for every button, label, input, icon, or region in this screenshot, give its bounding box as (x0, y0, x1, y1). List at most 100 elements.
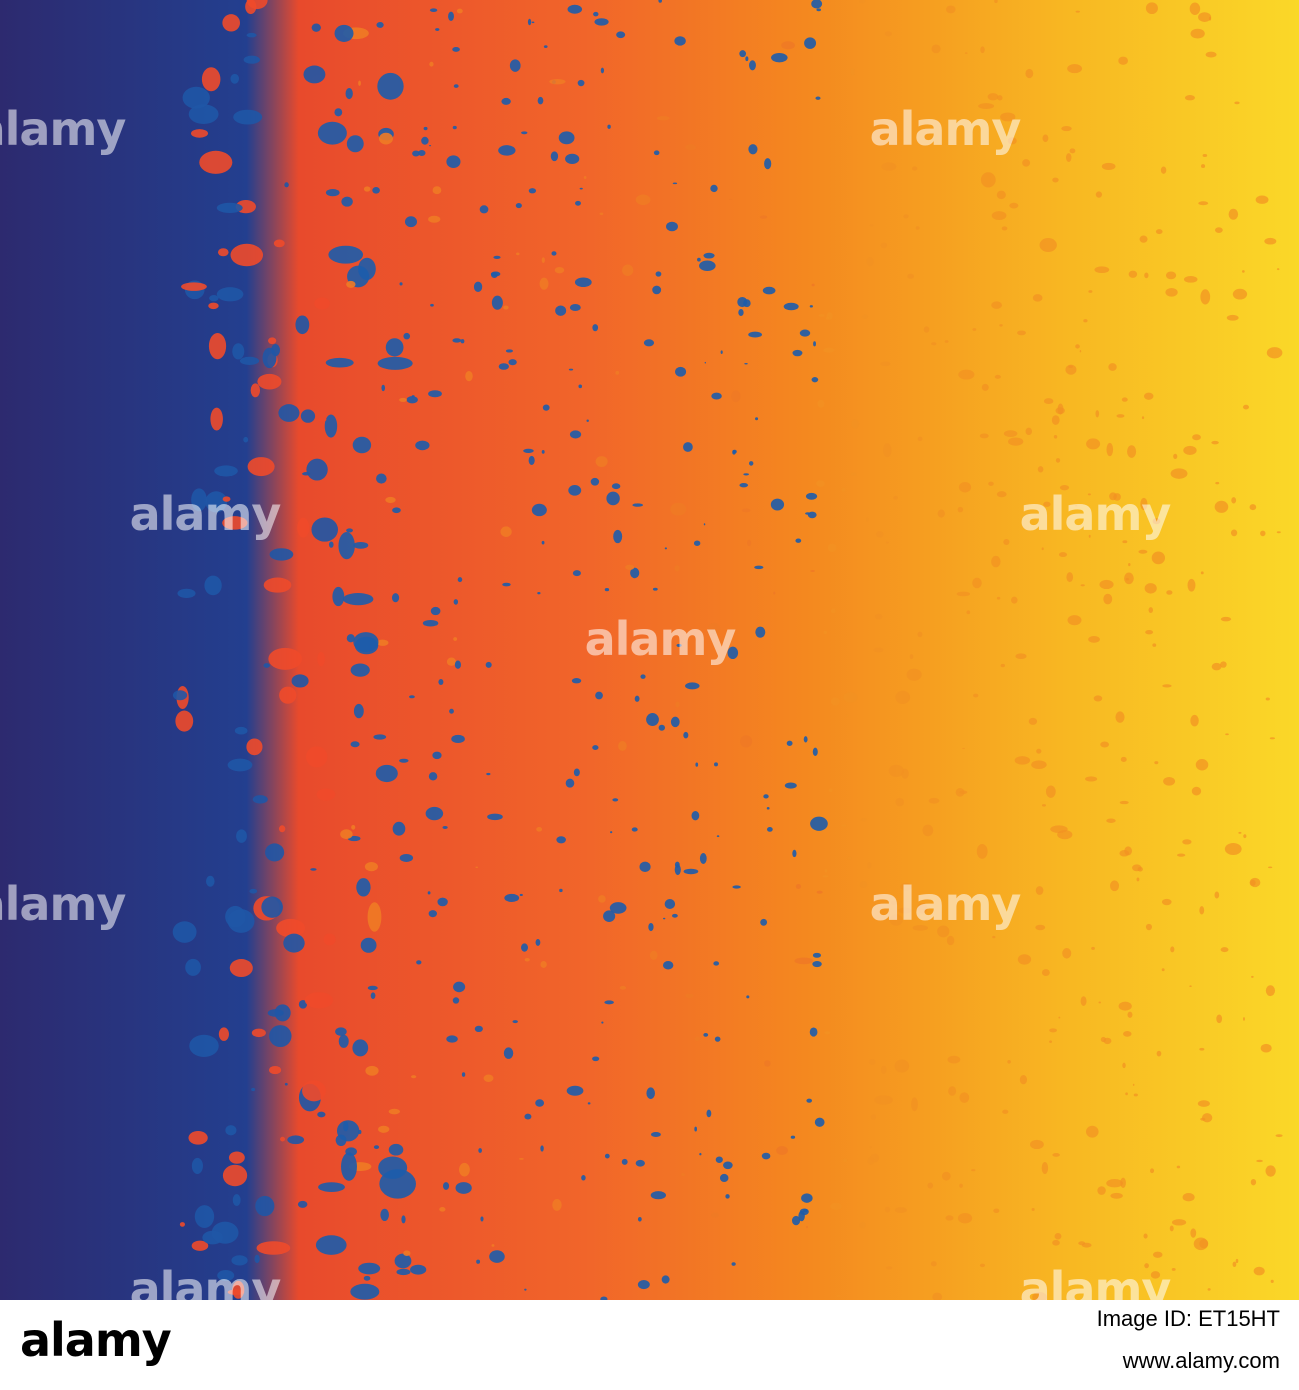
splatter-dot (744, 363, 748, 365)
splatter-dot (338, 532, 355, 560)
splatter-dot (1166, 590, 1173, 595)
splatter-dot (345, 88, 353, 100)
splatter-dot (1139, 235, 1148, 243)
splatter-dot (946, 935, 955, 946)
splatter-dot (452, 997, 460, 1004)
splatter-dot (519, 1157, 524, 1160)
splatter-dot (265, 843, 285, 862)
splatter-dot (273, 239, 285, 248)
splatter-dot (234, 726, 248, 735)
splatter-dot (1243, 834, 1247, 839)
splatter-dot (274, 1004, 291, 1022)
splatter-dot (966, 610, 971, 615)
splatter-dot (1195, 759, 1209, 771)
splatter-dot (377, 72, 404, 100)
splatter-dot (1115, 711, 1125, 723)
splatter-dot (528, 455, 535, 466)
splatter-dot (1189, 985, 1192, 988)
splatter-dot (1049, 1040, 1053, 1044)
splatter-dot (552, 1199, 562, 1211)
splatter-dot (343, 1121, 349, 1132)
splatter-dot (716, 835, 720, 838)
splatter-dot (694, 1036, 700, 1042)
splatter-dot (764, 158, 772, 170)
splatter-dot (1058, 552, 1068, 558)
splatter-dot (201, 67, 221, 92)
splatter-dot (1255, 195, 1269, 204)
splatter-dot (978, 103, 995, 110)
splatter-dot (428, 215, 441, 223)
splatter-dot (685, 682, 700, 690)
splatter-dot (650, 1191, 667, 1200)
splatter-dot (429, 8, 438, 13)
splatter-dot (843, 692, 858, 703)
splatter-dot (587, 1102, 591, 1105)
splatter-dot (279, 686, 297, 704)
splatter-dot (1163, 776, 1176, 786)
splatter-dot (1030, 1139, 1044, 1150)
splatter-dot (465, 371, 473, 382)
splatter-dot (541, 450, 545, 454)
splatter-dot (328, 541, 334, 548)
splatter-dot (830, 1202, 842, 1211)
splatter-dot (338, 1034, 349, 1048)
splatter-dot (302, 1080, 326, 1102)
splatter-dot (358, 80, 361, 86)
splatter-dot (1150, 1271, 1161, 1279)
splatter-dot (928, 797, 940, 804)
splatter-dot (613, 529, 623, 544)
splatter-dot (191, 1157, 203, 1175)
splatter-dot (992, 935, 996, 939)
splatter-dot (1200, 1117, 1206, 1121)
splatter-dot (556, 836, 566, 844)
splatter-dot (558, 131, 575, 145)
splatter-dot (606, 491, 620, 506)
splatter-dot (449, 708, 454, 714)
splatter-dot (639, 861, 651, 873)
footer-logo: alamy (20, 1313, 172, 1367)
splatter-dot (306, 458, 328, 481)
splatter-dot (457, 577, 463, 583)
splatter-dot (656, 116, 670, 121)
splatter-dot (1191, 786, 1202, 796)
splatter-dot (1250, 879, 1256, 886)
splatter-dot (786, 740, 793, 746)
splatter-dot (515, 202, 522, 209)
splatter-dot (1145, 2, 1158, 15)
splatter-dot (771, 52, 788, 63)
splatter-dot (1155, 229, 1163, 235)
splatter-dot (539, 277, 549, 290)
splatter-dot (216, 202, 243, 214)
splatter-dot (1054, 1233, 1062, 1240)
splatter-dot (1127, 445, 1137, 458)
splatter-dot (622, 264, 634, 276)
splatter-dot (1242, 404, 1249, 410)
splatter-dot (363, 1275, 371, 1281)
splatter-dot (1251, 975, 1254, 978)
splatter-dot (1059, 484, 1070, 491)
splatter-dot (185, 958, 201, 976)
splatter-dot (222, 516, 248, 530)
splatter-dot (311, 23, 321, 32)
splatter-dot (697, 257, 701, 262)
splatter-dot (396, 1268, 411, 1276)
splatter-dot (648, 922, 654, 932)
splatter-dot (653, 150, 660, 156)
splatter-dot (801, 1193, 813, 1203)
splatter-dot (404, 216, 418, 228)
splatter-dot (739, 50, 747, 58)
splatter-dot (1025, 427, 1032, 436)
splatter-dot (1144, 272, 1149, 279)
splatter-dot (317, 651, 325, 667)
splatter-dot (1187, 578, 1196, 592)
splatter-dot (1242, 270, 1245, 273)
splatter-dot (1019, 1075, 1028, 1085)
splatter-dot (964, 52, 968, 54)
splatter-dot (792, 849, 797, 858)
splatter-dot (391, 593, 400, 603)
splatter-dot (218, 1027, 229, 1041)
splatter-dot (719, 1173, 729, 1183)
splatter-dot (1032, 294, 1043, 302)
splatter-dot (773, 591, 776, 595)
splatter-dot (1200, 289, 1211, 305)
